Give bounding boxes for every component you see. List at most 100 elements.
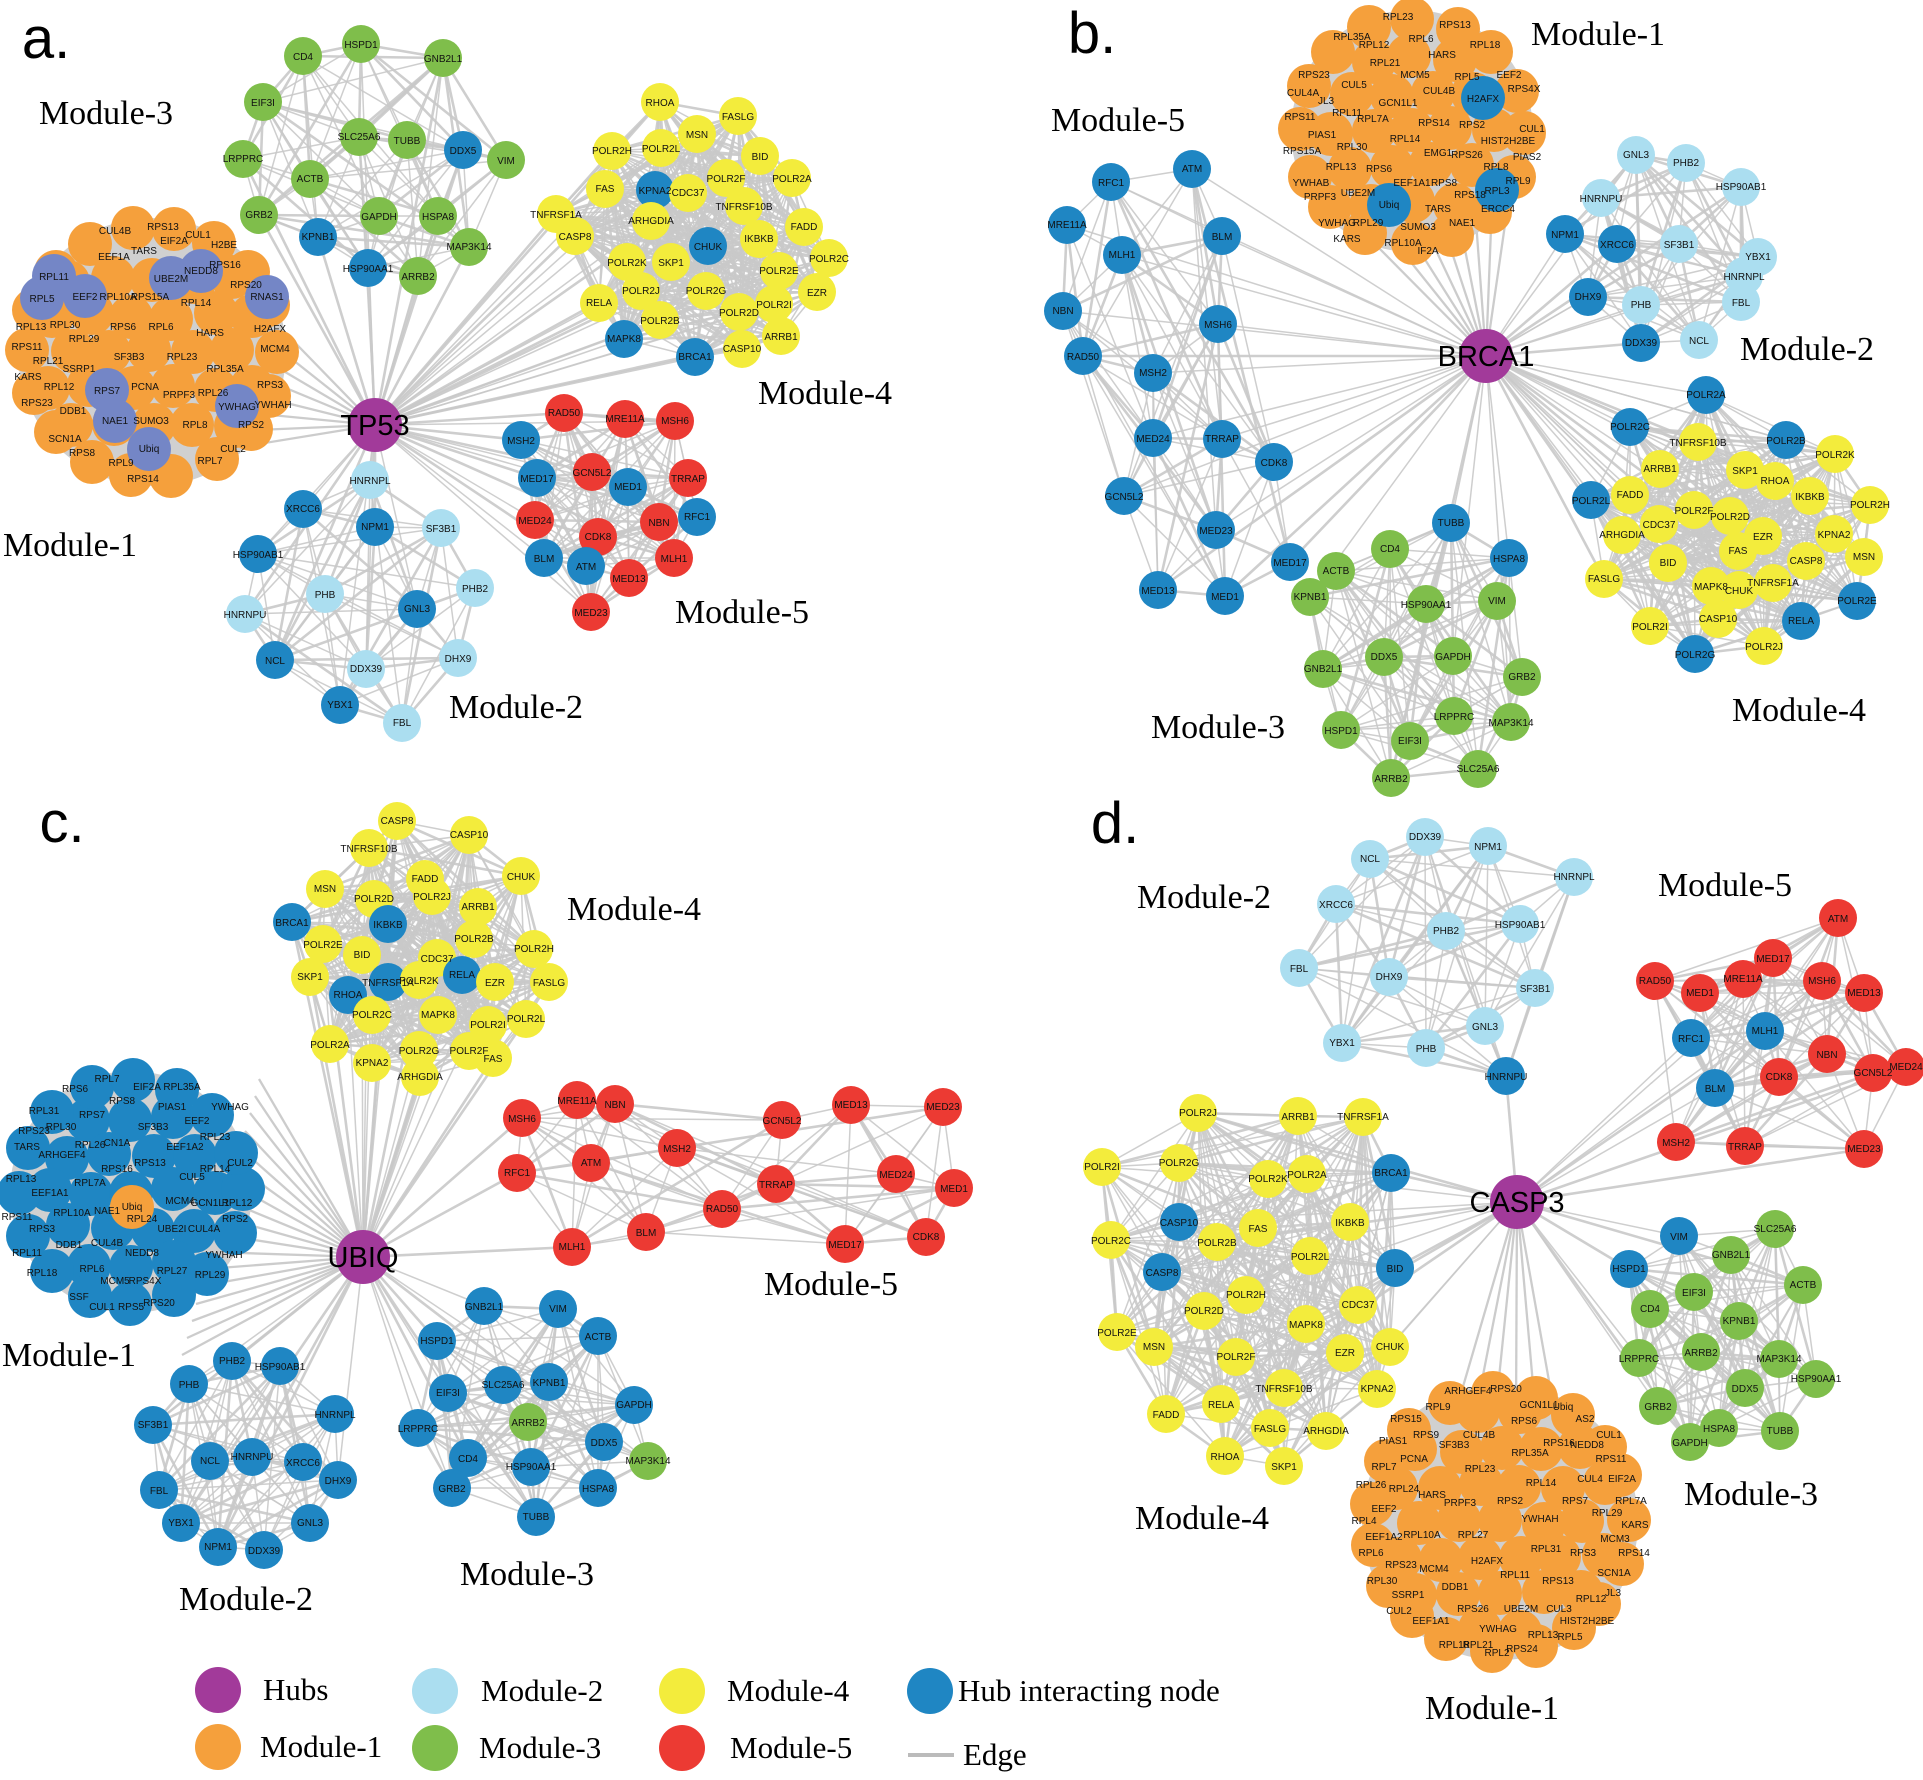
svg-text:CD4: CD4 <box>1380 544 1400 555</box>
svg-text:BLM: BLM <box>1212 232 1233 243</box>
svg-text:RPS3: RPS3 <box>257 380 284 391</box>
svg-text:MSH2: MSH2 <box>507 436 535 447</box>
svg-text:Module-4: Module-4 <box>1732 692 1866 729</box>
svg-text:MLH1: MLH1 <box>661 554 688 565</box>
svg-text:HSP90AB1: HSP90AB1 <box>255 1362 306 1373</box>
svg-text:RPL31: RPL31 <box>29 1106 60 1117</box>
svg-text:POLR2C: POLR2C <box>352 1010 392 1021</box>
svg-text:MAPK8: MAPK8 <box>1289 1320 1323 1331</box>
svg-text:TARS: TARS <box>14 1142 40 1153</box>
svg-text:RPS15A: RPS15A <box>131 292 170 303</box>
svg-text:EIF2A: EIF2A <box>133 1082 161 1093</box>
svg-text:BRCA1: BRCA1 <box>275 918 309 929</box>
svg-text:RPL6: RPL6 <box>1408 34 1433 45</box>
svg-text:POLR2A: POLR2A <box>1686 390 1726 401</box>
svg-text:FAS: FAS <box>484 1054 503 1065</box>
svg-text:RPL5: RPL5 <box>29 294 54 305</box>
svg-text:RPS13: RPS13 <box>1439 20 1471 31</box>
svg-text:SSRP1: SSRP1 <box>1392 1590 1425 1601</box>
svg-text:GCN5L2: GCN5L2 <box>763 1116 802 1127</box>
svg-text:BID: BID <box>1660 558 1677 569</box>
svg-text:RPL12: RPL12 <box>44 382 75 393</box>
svg-text:HSPD1: HSPD1 <box>1324 726 1358 737</box>
svg-text:NCL: NCL <box>265 656 285 667</box>
svg-text:POLR2H: POLR2H <box>1226 1290 1266 1301</box>
svg-text:RPL29: RPL29 <box>69 334 100 345</box>
svg-text:RPL13: RPL13 <box>16 322 47 333</box>
svg-text:PRPF3: PRPF3 <box>163 390 196 401</box>
svg-text:RPS6: RPS6 <box>1511 1416 1538 1427</box>
svg-text:KPNA2: KPNA2 <box>1818 530 1851 541</box>
svg-text:PIAS2: PIAS2 <box>1513 152 1542 163</box>
svg-text:EIF3I: EIF3I <box>1682 1288 1706 1299</box>
svg-text:POLR2C: POLR2C <box>1091 1236 1131 1247</box>
svg-text:MAPK8: MAPK8 <box>1694 582 1728 593</box>
svg-text:RPL24: RPL24 <box>127 1214 158 1225</box>
svg-text:RPL6: RPL6 <box>148 322 173 333</box>
svg-text:ERCC4: ERCC4 <box>1481 204 1515 215</box>
svg-text:Module-1: Module-1 <box>3 527 137 564</box>
svg-text:MCM4: MCM4 <box>1419 1564 1449 1575</box>
svg-text:EIF2A: EIF2A <box>160 236 188 247</box>
svg-text:RPS11: RPS11 <box>1596 1454 1627 1465</box>
svg-text:RPS7: RPS7 <box>1562 1496 1589 1507</box>
svg-text:Module-2: Module-2 <box>1137 879 1271 916</box>
svg-text:EEF1A1: EEF1A1 <box>1412 1616 1450 1627</box>
svg-text:KPNA2: KPNA2 <box>639 186 672 197</box>
svg-text:POLR2H: POLR2H <box>1850 500 1890 511</box>
svg-text:XRCC6: XRCC6 <box>1600 240 1634 251</box>
svg-text:RHOA: RHOA <box>1761 476 1790 487</box>
svg-text:HNRNPU: HNRNPU <box>1580 194 1623 205</box>
svg-text:CUL5: CUL5 <box>1341 80 1367 91</box>
svg-text:TNFRSF10B: TNFRSF10B <box>715 202 773 213</box>
svg-text:SUMO3: SUMO3 <box>133 416 169 427</box>
svg-text:POLR2L: POLR2L <box>507 1014 546 1025</box>
svg-text:GNB2L1: GNB2L1 <box>1712 1250 1751 1261</box>
svg-text:Module-4: Module-4 <box>1135 1500 1269 1537</box>
svg-text:RPS18: RPS18 <box>1454 190 1486 201</box>
svg-text:RPL5: RPL5 <box>1557 1632 1582 1643</box>
svg-text:NPM1: NPM1 <box>204 1542 232 1553</box>
svg-text:BRCA1: BRCA1 <box>678 352 712 363</box>
svg-text:RPL35A: RPL35A <box>163 1082 201 1093</box>
svg-text:MED23: MED23 <box>1199 526 1233 537</box>
svg-text:MED17: MED17 <box>520 474 554 485</box>
svg-text:RPL7: RPL7 <box>94 1074 119 1085</box>
svg-text:DHX9: DHX9 <box>1376 972 1403 983</box>
svg-text:SF3B1: SF3B1 <box>426 524 457 535</box>
svg-text:GCN5L2: GCN5L2 <box>1105 492 1144 503</box>
svg-text:POLR2B: POLR2B <box>640 316 680 327</box>
svg-text:CASP3: CASP3 <box>1469 1187 1564 1219</box>
svg-text:POLR2H: POLR2H <box>592 146 632 157</box>
svg-text:RELA: RELA <box>449 970 475 981</box>
svg-text:CASP8: CASP8 <box>559 232 592 243</box>
svg-text:NEDD8: NEDD8 <box>1570 1440 1604 1451</box>
svg-text:EZR: EZR <box>485 978 505 989</box>
svg-text:POLR2D: POLR2D <box>354 894 394 905</box>
svg-text:GNL3: GNL3 <box>1623 150 1650 161</box>
svg-text:RPS23: RPS23 <box>1298 70 1330 81</box>
svg-text:MRE11A: MRE11A <box>557 1096 597 1107</box>
svg-text:POLR2J: POLR2J <box>1745 642 1783 653</box>
svg-text:CD4: CD4 <box>458 1454 478 1465</box>
svg-text:Module-5: Module-5 <box>1658 867 1792 904</box>
svg-text:RPS16: RPS16 <box>101 1164 133 1175</box>
svg-text:XRCC6: XRCC6 <box>286 504 320 515</box>
svg-text:POLR2C: POLR2C <box>809 254 849 265</box>
svg-text:GNB2L1: GNB2L1 <box>1304 664 1343 675</box>
svg-text:MSH2: MSH2 <box>663 1144 691 1155</box>
svg-text:POLR2I: POLR2I <box>470 1020 506 1031</box>
svg-text:FADD: FADD <box>1617 490 1644 501</box>
svg-text:RPL13: RPL13 <box>1326 162 1357 173</box>
svg-text:UBE2M: UBE2M <box>1341 188 1375 199</box>
svg-text:RPS7: RPS7 <box>94 386 121 397</box>
svg-text:POLR2A: POLR2A <box>772 174 812 185</box>
svg-text:RPL10A: RPL10A <box>1403 1530 1441 1541</box>
svg-text:SF3B3: SF3B3 <box>114 352 145 363</box>
svg-text:Module-5: Module-5 <box>730 1730 852 1765</box>
svg-text:HNRNPL: HNRNPL <box>1723 272 1765 283</box>
svg-text:CASP10: CASP10 <box>1699 614 1738 625</box>
svg-text:DDB1: DDB1 <box>60 406 87 417</box>
svg-text:RPL8: RPL8 <box>1483 162 1508 173</box>
svg-text:YWHAG: YWHAG <box>211 1102 249 1113</box>
